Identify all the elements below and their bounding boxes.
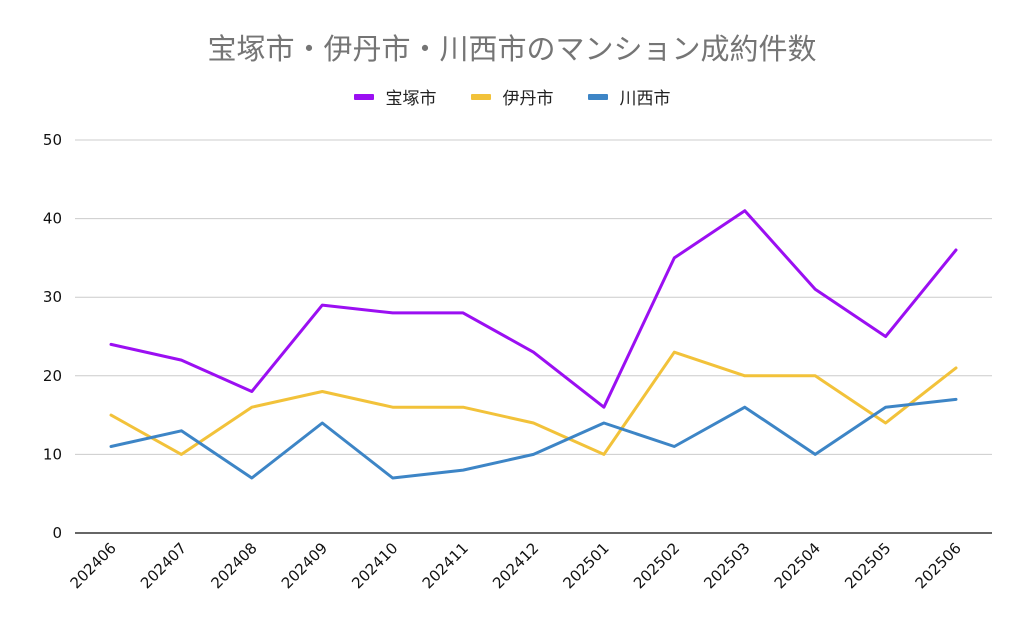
data-point[interactable] <box>883 420 889 426</box>
data-point[interactable] <box>460 467 466 473</box>
data-point[interactable] <box>812 373 818 379</box>
y-tick-label: 30 <box>43 288 62 306</box>
y-tick-label: 10 <box>43 445 62 463</box>
data-point[interactable] <box>601 420 607 426</box>
legend-label-series-2: 伊丹市 <box>502 89 554 109</box>
data-point[interactable] <box>883 334 889 340</box>
data-point[interactable] <box>671 349 677 355</box>
chart-title: 宝塚市・伊丹市・川西市のマンション成約件数 <box>207 32 817 66</box>
data-point[interactable] <box>460 404 466 410</box>
series-line-2[interactable] <box>109 350 958 456</box>
x-tick-label: 202506 <box>912 539 965 592</box>
x-tick-label: 202406 <box>67 539 120 592</box>
data-point[interactable] <box>178 451 184 457</box>
x-tick-label: 202505 <box>841 539 894 592</box>
x-tick-label: 202407 <box>137 539 190 592</box>
data-point[interactable] <box>178 428 184 434</box>
data-point[interactable] <box>178 357 184 363</box>
x-tick-label: 202409 <box>278 539 331 592</box>
data-point[interactable] <box>531 420 537 426</box>
x-tick-label: 202504 <box>771 539 824 592</box>
data-point[interactable] <box>601 451 607 457</box>
data-point[interactable] <box>390 310 396 316</box>
data-point[interactable] <box>953 396 959 402</box>
x-tick-label: 202411 <box>419 539 472 592</box>
data-point[interactable] <box>671 255 677 261</box>
legend-label-series-3: 川西市 <box>619 89 671 109</box>
legend-swatch-series-1 <box>353 93 374 100</box>
legend: 宝塚市 伊丹市 川西市 <box>0 84 1024 109</box>
x-tick-label: 202501 <box>560 539 613 592</box>
data-point[interactable] <box>319 302 325 308</box>
data-point[interactable] <box>249 475 255 481</box>
series-line-1[interactable] <box>109 209 958 409</box>
data-point[interactable] <box>742 373 748 379</box>
data-point[interactable] <box>742 208 748 214</box>
data-point[interactable] <box>671 444 677 450</box>
data-point[interactable] <box>319 389 325 395</box>
data-point[interactable] <box>812 451 818 457</box>
data-point[interactable] <box>108 444 114 450</box>
data-point[interactable] <box>531 349 537 355</box>
data-point[interactable] <box>883 404 889 410</box>
x-tick-label: 202412 <box>489 539 542 592</box>
legend-label-series-1: 宝塚市 <box>385 89 437 109</box>
data-point[interactable] <box>531 451 537 457</box>
data-point[interactable] <box>249 404 255 410</box>
legend-swatch-series-3 <box>587 93 608 100</box>
y-tick-label: 0 <box>52 524 62 542</box>
y-tick-label: 40 <box>43 210 62 228</box>
x-tick-label: 202503 <box>700 539 753 592</box>
data-point[interactable] <box>460 310 466 316</box>
data-point[interactable] <box>601 404 607 410</box>
data-point[interactable] <box>812 286 818 292</box>
gridlines <box>75 139 992 455</box>
x-tick-label: 202502 <box>630 539 683 592</box>
data-point[interactable] <box>742 404 748 410</box>
y-tick-label: 50 <box>43 131 62 149</box>
data-point[interactable] <box>390 475 396 481</box>
x-tick-label: 202410 <box>348 539 401 592</box>
x-tick-label: 202408 <box>207 539 260 592</box>
legend-item-series-3[interactable]: 川西市 <box>587 84 671 109</box>
data-point[interactable] <box>319 420 325 426</box>
legend-item-series-2[interactable]: 伊丹市 <box>470 84 554 109</box>
legend-item-series-1[interactable]: 宝塚市 <box>353 84 437 109</box>
data-point[interactable] <box>390 404 396 410</box>
data-point[interactable] <box>108 341 114 347</box>
data-point[interactable] <box>953 365 959 371</box>
legend-swatch-series-2 <box>470 93 491 100</box>
data-point[interactable] <box>249 389 255 395</box>
series-line-3[interactable] <box>109 397 958 480</box>
data-point[interactable] <box>953 247 959 253</box>
y-tick-label: 20 <box>43 367 62 385</box>
series-lines <box>108 208 959 481</box>
data-point[interactable] <box>108 412 114 418</box>
